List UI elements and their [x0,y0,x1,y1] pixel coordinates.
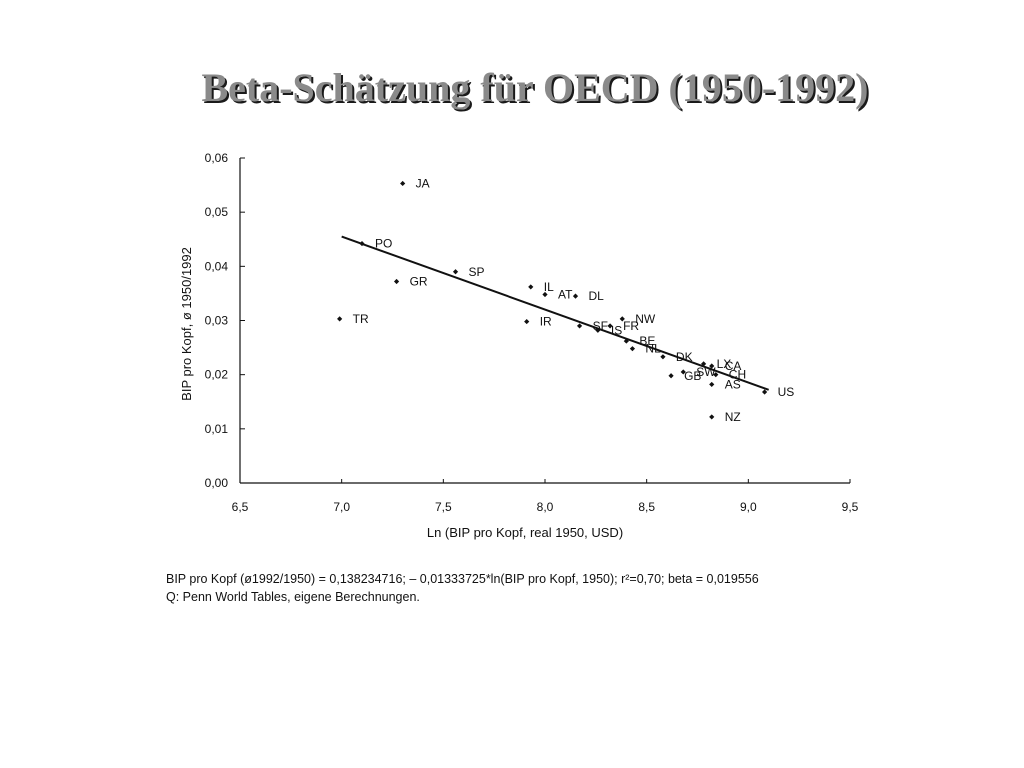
point-label-dl: DL [589,289,605,303]
x-tick-label: 6,5 [232,500,249,514]
point-label-nw: NW [635,312,656,326]
data-point-ja [400,180,406,187]
slide-title: Beta-Schätzung für OECD (1950-1992) [201,65,869,110]
data-point-as [709,381,715,388]
x-axis-label: Ln (BIP pro Kopf, real 1950, USD) [427,525,623,540]
point-label-sw: SW [696,365,716,379]
data-point-po [359,240,365,247]
data-point-nl [629,346,636,352]
caption-formula: BIP pro Kopf (ø1992/1950) = 0,138234716;… [166,572,759,586]
data-point-dl [572,293,579,299]
y-tick-label: 0,03 [205,314,229,328]
caption-source: Q: Penn World Tables, eigene Berechnunge… [166,590,420,604]
data-point-us [762,389,768,395]
point-label-as: AS [725,377,741,391]
y-tick-label: 0,04 [205,259,229,273]
x-tick-label: 7,0 [333,500,350,514]
y-axis-label: BIP pro Kopf, ø 1950/1992 [179,247,194,401]
data-point-be [623,338,629,344]
point-label-us: US [778,385,795,399]
point-label-nl: NL [645,342,661,356]
point-label-be: BE [639,334,655,348]
point-label-at: AT [558,288,573,302]
point-label-gb: GB [684,369,701,383]
data-point-ch [713,372,719,378]
point-label-il: IL [544,280,554,294]
data-point-sw [680,369,686,375]
data-point-dk [660,354,666,360]
point-label-sp: SP [469,265,485,279]
data-point-ir [524,318,530,325]
data-point-at [542,291,548,298]
point-label-ca: CA [725,359,742,373]
data-point-gr [393,278,400,285]
data-point-tr [337,316,343,322]
point-label-is: IS [611,323,622,337]
data-point-lx [701,361,707,367]
y-tick-label: 0,06 [205,151,229,165]
data-point-nz [709,414,715,420]
point-label-fr: FR [623,319,639,333]
data-point-fr [607,323,613,329]
point-label-tr: TR [353,312,369,326]
x-tick-label: 8,0 [537,500,554,514]
data-point-sf [576,323,583,329]
point-label-ja: JA [416,176,430,190]
point-label-ch: CH [729,368,746,382]
data-point-ca [709,363,715,369]
point-label-sf: SF [593,319,608,333]
chart-caption: BIP pro Kopf (ø1992/1950) = 0,138234716;… [166,570,759,606]
x-tick-label: 7,5 [435,500,452,514]
y-tick-label: 0,00 [205,476,229,490]
point-label-po: PO [375,237,392,251]
regression-line [341,235,770,391]
y-tick-label: 0,05 [205,205,229,219]
data-point-il [528,284,534,290]
point-label-lx: LX [717,357,732,371]
point-label-ir: IR [540,315,552,329]
point-label-dk: DK [676,350,693,364]
point-label-nz: NZ [725,410,741,424]
y-tick-label: 0,01 [205,422,229,436]
x-tick-label: 9,0 [740,500,757,514]
data-point-is [595,327,601,333]
x-tick-label: 8,5 [638,500,655,514]
chart-ticks: 0,00 0,01 0,02 0,03 0,04 0,05 0,06 6,5 7,0 7,5 8,0… [205,151,859,514]
data-point-nw [619,316,625,322]
data-point-sp [452,269,459,275]
data-point-gb [668,373,674,379]
point-label-gr: GR [410,275,428,289]
y-tick-label: 0,02 [205,368,229,382]
x-tick-label: 9,5 [842,500,859,514]
